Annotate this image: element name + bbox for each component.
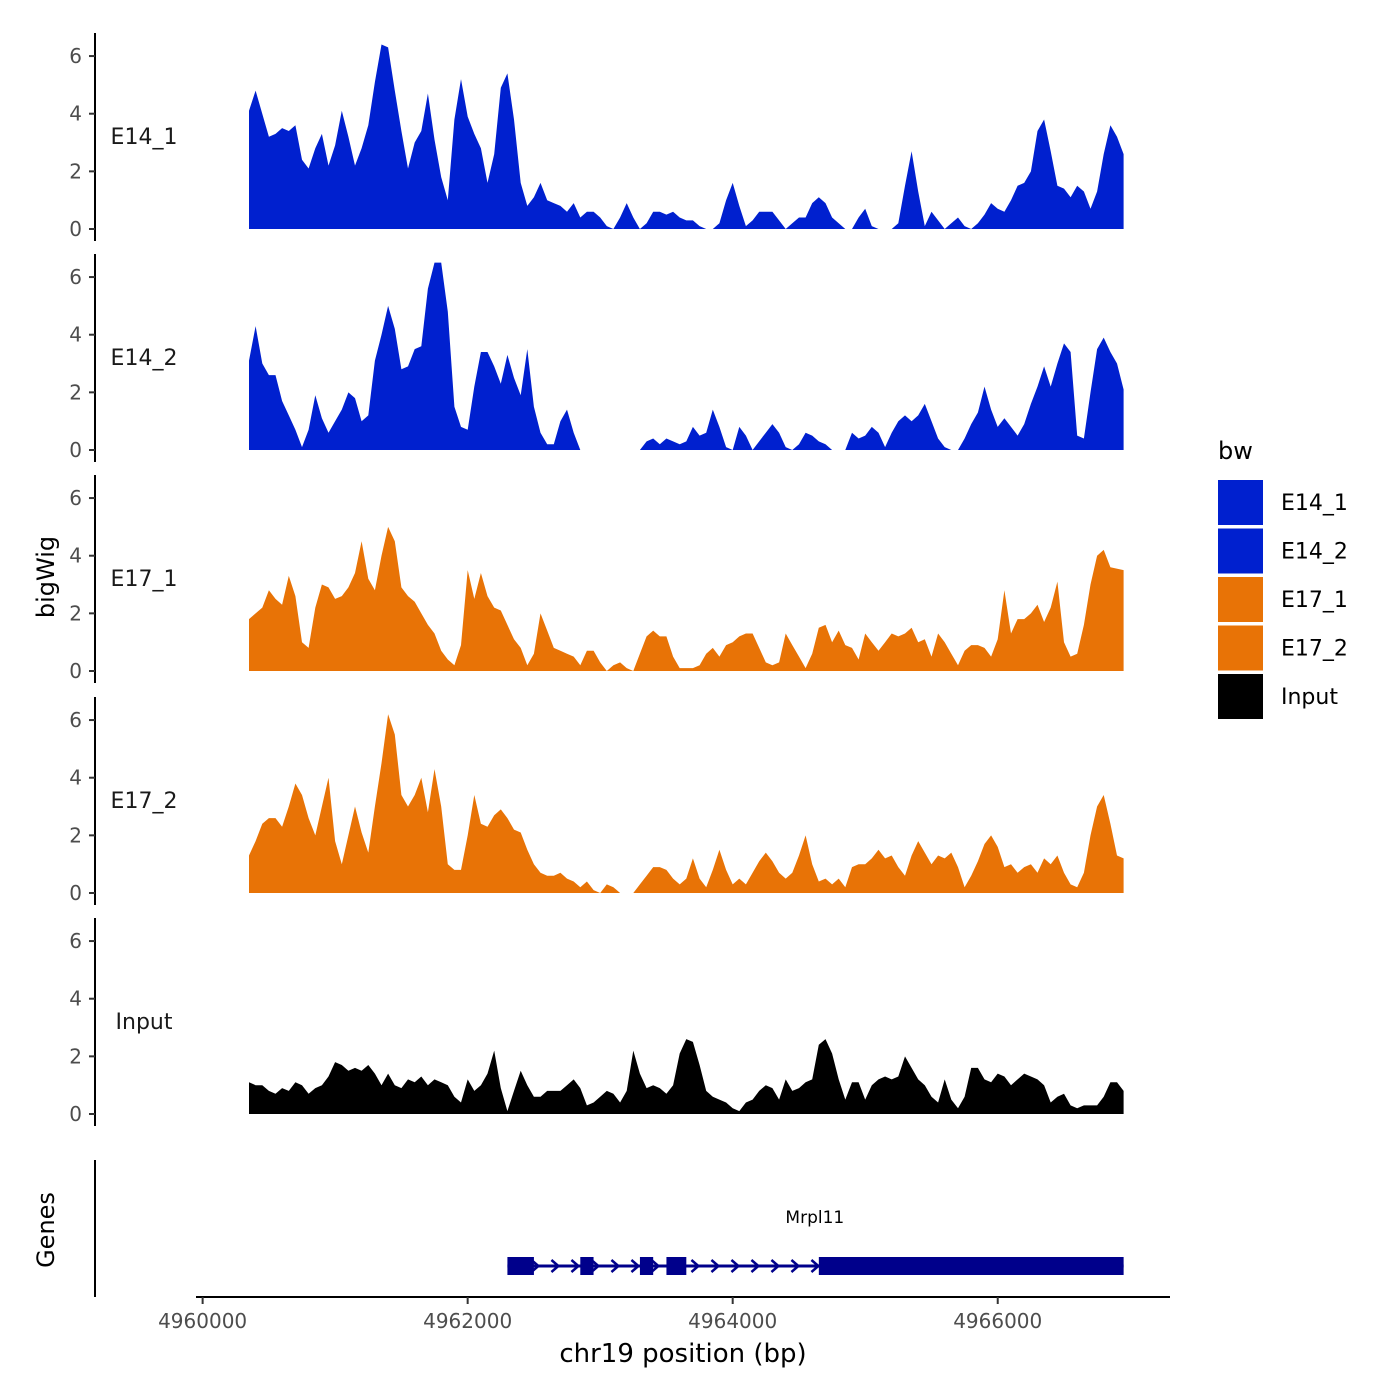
gene-track: Mrpl11 <box>94 1160 1124 1297</box>
y-tick-label: 6 <box>69 486 82 510</box>
y-tick-label: 4 <box>69 544 82 568</box>
strand-arrow <box>630 1259 641 1273</box>
strand-arrow <box>730 1259 741 1273</box>
x-tick-label: 4962000 <box>423 1309 512 1333</box>
legend-label: E17_1 <box>1281 588 1348 613</box>
exon <box>639 1257 654 1275</box>
series-label: E14_2 <box>111 346 178 371</box>
exon <box>818 1257 1124 1275</box>
panel-e17-2: 0 2 4 6 E17_2 <box>69 697 1124 905</box>
legend-swatch <box>1218 480 1263 525</box>
panel-e14-2: 0 2 4 6 E14_2 <box>69 254 1124 462</box>
legend-swatch <box>1218 674 1263 719</box>
y-axis-title: bigWig <box>32 536 60 618</box>
gene-label: Mrpl11 <box>785 1208 844 1228</box>
panel-e17-1: 0 2 4 6 E17_1 <box>69 475 1124 683</box>
legend-swatch <box>1218 528 1263 574</box>
legend-label: E14_1 <box>1281 491 1348 516</box>
y-tick-label: 6 <box>69 44 82 68</box>
series-label: E17_2 <box>111 789 178 814</box>
y-tick-label: 2 <box>69 1044 82 1068</box>
legend-entry-e17-1: E17_1 <box>1218 577 1348 622</box>
coverage-area-e17-2 <box>249 714 1124 893</box>
y-tick-label: 2 <box>69 601 82 625</box>
gene-mrpl11: Mrpl11 <box>507 1208 1124 1275</box>
y-tick-label: 2 <box>69 159 82 183</box>
y-tick-label: 4 <box>69 102 82 126</box>
y-tick-label: 6 <box>69 708 82 732</box>
strand-arrow <box>810 1259 821 1273</box>
coverage-panels: 0 2 4 6 E14_1 0 2 4 6 E14_2 0 2 4 6 E17_1 0 2 4 6 E17_2 0 2 4 6… <box>69 33 1124 1126</box>
legend-swatch <box>1218 625 1263 671</box>
gene-track-title: Genes <box>32 1192 60 1268</box>
y-tick-label: 0 <box>69 217 82 241</box>
coverage-area-e17-1 <box>249 526 1124 671</box>
y-tick-label: 6 <box>69 265 82 289</box>
coverage-area-e14-1 <box>249 44 1124 229</box>
y-tick-label: 2 <box>69 823 82 847</box>
legend-swatch <box>1218 577 1263 622</box>
strand-arrow <box>690 1259 701 1273</box>
legend-title: bw <box>1218 437 1253 465</box>
x-tick-label: 4964000 <box>688 1309 777 1333</box>
y-tick-label: 6 <box>69 929 82 953</box>
panel-input: 0 2 4 6 Input <box>69 918 1124 1126</box>
strand-arrow <box>590 1259 601 1273</box>
legend-label: Input <box>1281 685 1338 710</box>
legend-entry-e14-1: E14_1 <box>1218 480 1348 525</box>
strand-arrow <box>570 1259 581 1273</box>
legend-entry-e17-2: E17_2 <box>1218 625 1348 671</box>
y-tick-label: 4 <box>69 766 82 790</box>
series-label: E17_1 <box>111 567 178 592</box>
y-tick-label: 4 <box>69 987 82 1011</box>
exon <box>666 1257 687 1275</box>
legend-label: E17_2 <box>1281 637 1348 662</box>
y-tick-label: 4 <box>69 323 82 347</box>
y-tick-label: 0 <box>69 659 82 683</box>
x-axis-title: chr19 position (bp) <box>559 1339 806 1369</box>
panel-e14-1: 0 2 4 6 E14_1 <box>69 33 1124 241</box>
exon <box>507 1257 534 1275</box>
legend: bw E14_1 E14_2 E17_1 E17_2 Input <box>1218 437 1348 719</box>
x-tick-label: 4960000 <box>158 1309 247 1333</box>
coverage-area-input <box>249 1039 1124 1114</box>
y-tick-label: 0 <box>69 881 82 905</box>
coverage-area-e14-2 <box>249 262 1124 450</box>
series-label: Input <box>116 1010 173 1035</box>
strand-arrow <box>610 1259 621 1273</box>
strand-arrow <box>750 1259 761 1273</box>
strand-arrow <box>710 1259 721 1273</box>
legend-label: E14_2 <box>1281 540 1348 565</box>
series-label: E14_1 <box>111 125 178 150</box>
strand-arrow <box>550 1259 561 1273</box>
x-axis: 4960000 4962000 4964000 4966000 <box>158 1296 1170 1333</box>
y-tick-label: 2 <box>69 380 82 404</box>
exon <box>580 1257 594 1275</box>
legend-entry-e14-2: E14_2 <box>1218 528 1348 574</box>
x-tick-label: 4966000 <box>953 1309 1042 1333</box>
strand-arrow <box>790 1259 801 1273</box>
strand-arrow <box>770 1259 781 1273</box>
strand-arrow <box>650 1259 661 1273</box>
y-tick-label: 0 <box>69 1102 82 1126</box>
y-tick-label: 0 <box>69 438 82 462</box>
legend-entry-input: Input <box>1218 674 1338 719</box>
